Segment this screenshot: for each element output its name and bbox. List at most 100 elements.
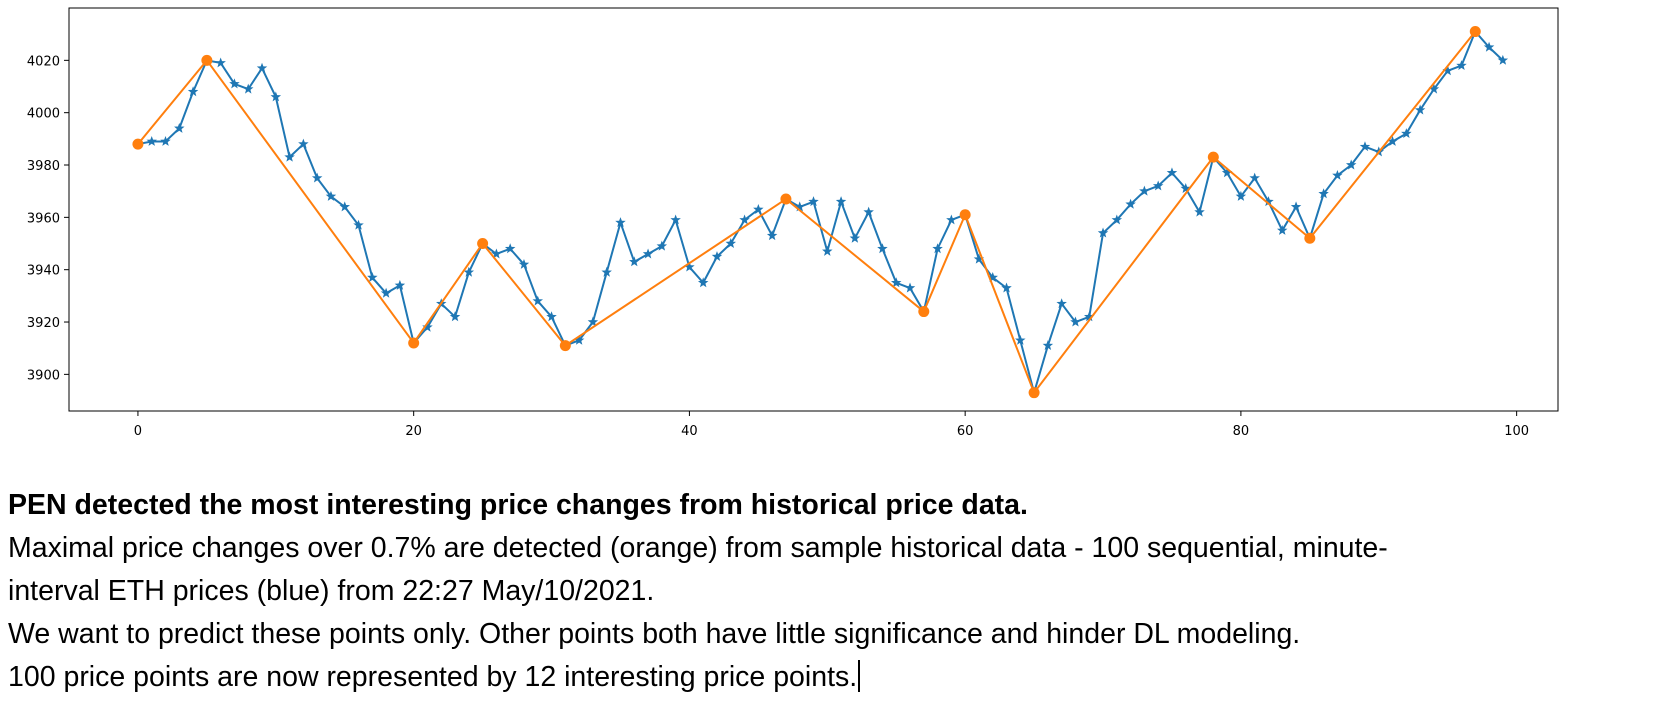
- data-point-star: [1180, 183, 1191, 194]
- data-point-star: [1070, 316, 1081, 327]
- y-tick-label: 3980: [27, 159, 60, 174]
- data-point-star: [1332, 169, 1343, 180]
- data-point-star: [518, 258, 530, 269]
- data-point-star: [422, 321, 433, 332]
- caption-line-4: 100 price points are now represented by …: [8, 661, 858, 693]
- data-point-star: [890, 277, 902, 288]
- data-point-star: [1497, 54, 1509, 65]
- data-point-star: [1221, 167, 1233, 178]
- data-point-star: [532, 295, 543, 306]
- y-tick-label: 3920: [27, 316, 60, 331]
- data-point-star: [1097, 227, 1109, 238]
- series-line: [137, 30, 1504, 394]
- data-point-star: [504, 243, 516, 254]
- data-point-star: [1001, 282, 1012, 293]
- data-point-star: [1483, 41, 1495, 52]
- caption-line-1: Maximal price changes over 0.7% are dete…: [8, 532, 1388, 564]
- data-point-star: [1042, 340, 1054, 351]
- data-point-star: [1152, 180, 1164, 191]
- data-point-star: [1414, 104, 1426, 115]
- caption-heading: PEN detected the most interesting price …: [8, 489, 1028, 521]
- data-point-star: [491, 248, 502, 259]
- data-point-star: [1345, 159, 1357, 170]
- price-chart: 0 20 40 60 80 100 3900 3920 3940 3960 3980 4000 4020: [27, 7, 1559, 439]
- y-tick-label: 3960: [27, 211, 60, 226]
- data-point-star: [256, 62, 268, 73]
- data-point-star: [187, 86, 199, 97]
- data-point-star: [904, 282, 916, 293]
- x-tick-label: 60: [957, 424, 974, 439]
- y-tick-label: 4000: [27, 107, 60, 122]
- data-point-star: [1111, 214, 1123, 225]
- data-point-star: [298, 138, 309, 149]
- y-tick-label: 3940: [27, 264, 60, 279]
- data-point-star: [353, 219, 364, 230]
- data-point-star: [339, 201, 350, 212]
- caption-line-4-wrap: 100 price points are now represented by …: [8, 656, 1648, 699]
- data-point-star: [1015, 334, 1026, 345]
- data-point-star: [849, 232, 861, 243]
- data-point-star: [946, 214, 957, 225]
- data-point-circle: [1304, 232, 1316, 244]
- caption: PEN detected the most interesting price …: [8, 484, 1648, 699]
- chart-axes: 0 20 40 60 80 100 3900 3920 3940 3960 3980 4000 4020: [27, 7, 1559, 439]
- data-point-star: [973, 253, 985, 264]
- data-point-star: [1359, 141, 1371, 152]
- data-point-star: [449, 311, 461, 322]
- data-point-star: [1442, 65, 1453, 76]
- data-point-star: [1056, 298, 1067, 309]
- data-point-star: [1428, 83, 1440, 94]
- data-point-star: [739, 214, 750, 225]
- data-point-star: [573, 334, 585, 345]
- data-point-star: [835, 196, 847, 207]
- data-point-star: [215, 57, 226, 68]
- data-point-star: [822, 245, 833, 256]
- data-point-star: [753, 204, 764, 214]
- data-point-star: [174, 122, 185, 133]
- data-point-star: [1401, 128, 1412, 139]
- x-tick-label: 40: [681, 424, 698, 439]
- eth-price-series: [132, 26, 1509, 398]
- y-tick-label: 3900: [27, 368, 60, 383]
- interesting-points-series: [132, 26, 1481, 399]
- data-point-star: [1139, 185, 1150, 196]
- data-point-star: [766, 230, 778, 241]
- data-point-star: [794, 201, 805, 212]
- data-point-star: [380, 287, 392, 298]
- data-point-circle: [477, 238, 489, 250]
- data-point-star: [270, 91, 282, 102]
- data-point-circle: [201, 54, 213, 66]
- data-point-star: [325, 190, 337, 201]
- data-point-star: [1277, 224, 1288, 235]
- data-point-star: [932, 243, 943, 254]
- data-point-star: [808, 196, 819, 207]
- x-tick-label: 100: [1504, 424, 1529, 439]
- data-point-star: [146, 135, 157, 146]
- data-point-circle: [918, 306, 930, 318]
- data-point-star: [629, 256, 640, 267]
- data-point-circle: [1028, 387, 1040, 399]
- x-tick-label: 80: [1233, 424, 1250, 439]
- data-point-circle: [132, 138, 144, 150]
- caption-line-2: interval ETH prices (blue) from 22:27 Ma…: [8, 575, 655, 607]
- plot-frame: [68, 7, 1559, 412]
- data-point-star: [587, 316, 599, 327]
- data-point-star: [1318, 188, 1329, 199]
- caption-line-3: We want to predict these points only. Ot…: [8, 618, 1301, 650]
- data-point-star: [1249, 172, 1260, 183]
- data-point-star: [670, 214, 681, 225]
- data-point-star: [725, 238, 737, 248]
- data-point-circle: [959, 209, 971, 221]
- data-point-star: [160, 135, 171, 146]
- data-point-star: [656, 240, 668, 251]
- data-point-circle: [1207, 151, 1219, 163]
- data-point-star: [394, 279, 406, 290]
- data-point-star: [1290, 201, 1302, 212]
- data-point-circle: [780, 193, 792, 205]
- data-point-star: [1125, 198, 1136, 209]
- data-point-star: [284, 151, 295, 162]
- data-point-star: [311, 172, 323, 183]
- data-point-star: [615, 217, 626, 228]
- data-point-star: [711, 251, 723, 262]
- data-point-star: [1263, 196, 1274, 207]
